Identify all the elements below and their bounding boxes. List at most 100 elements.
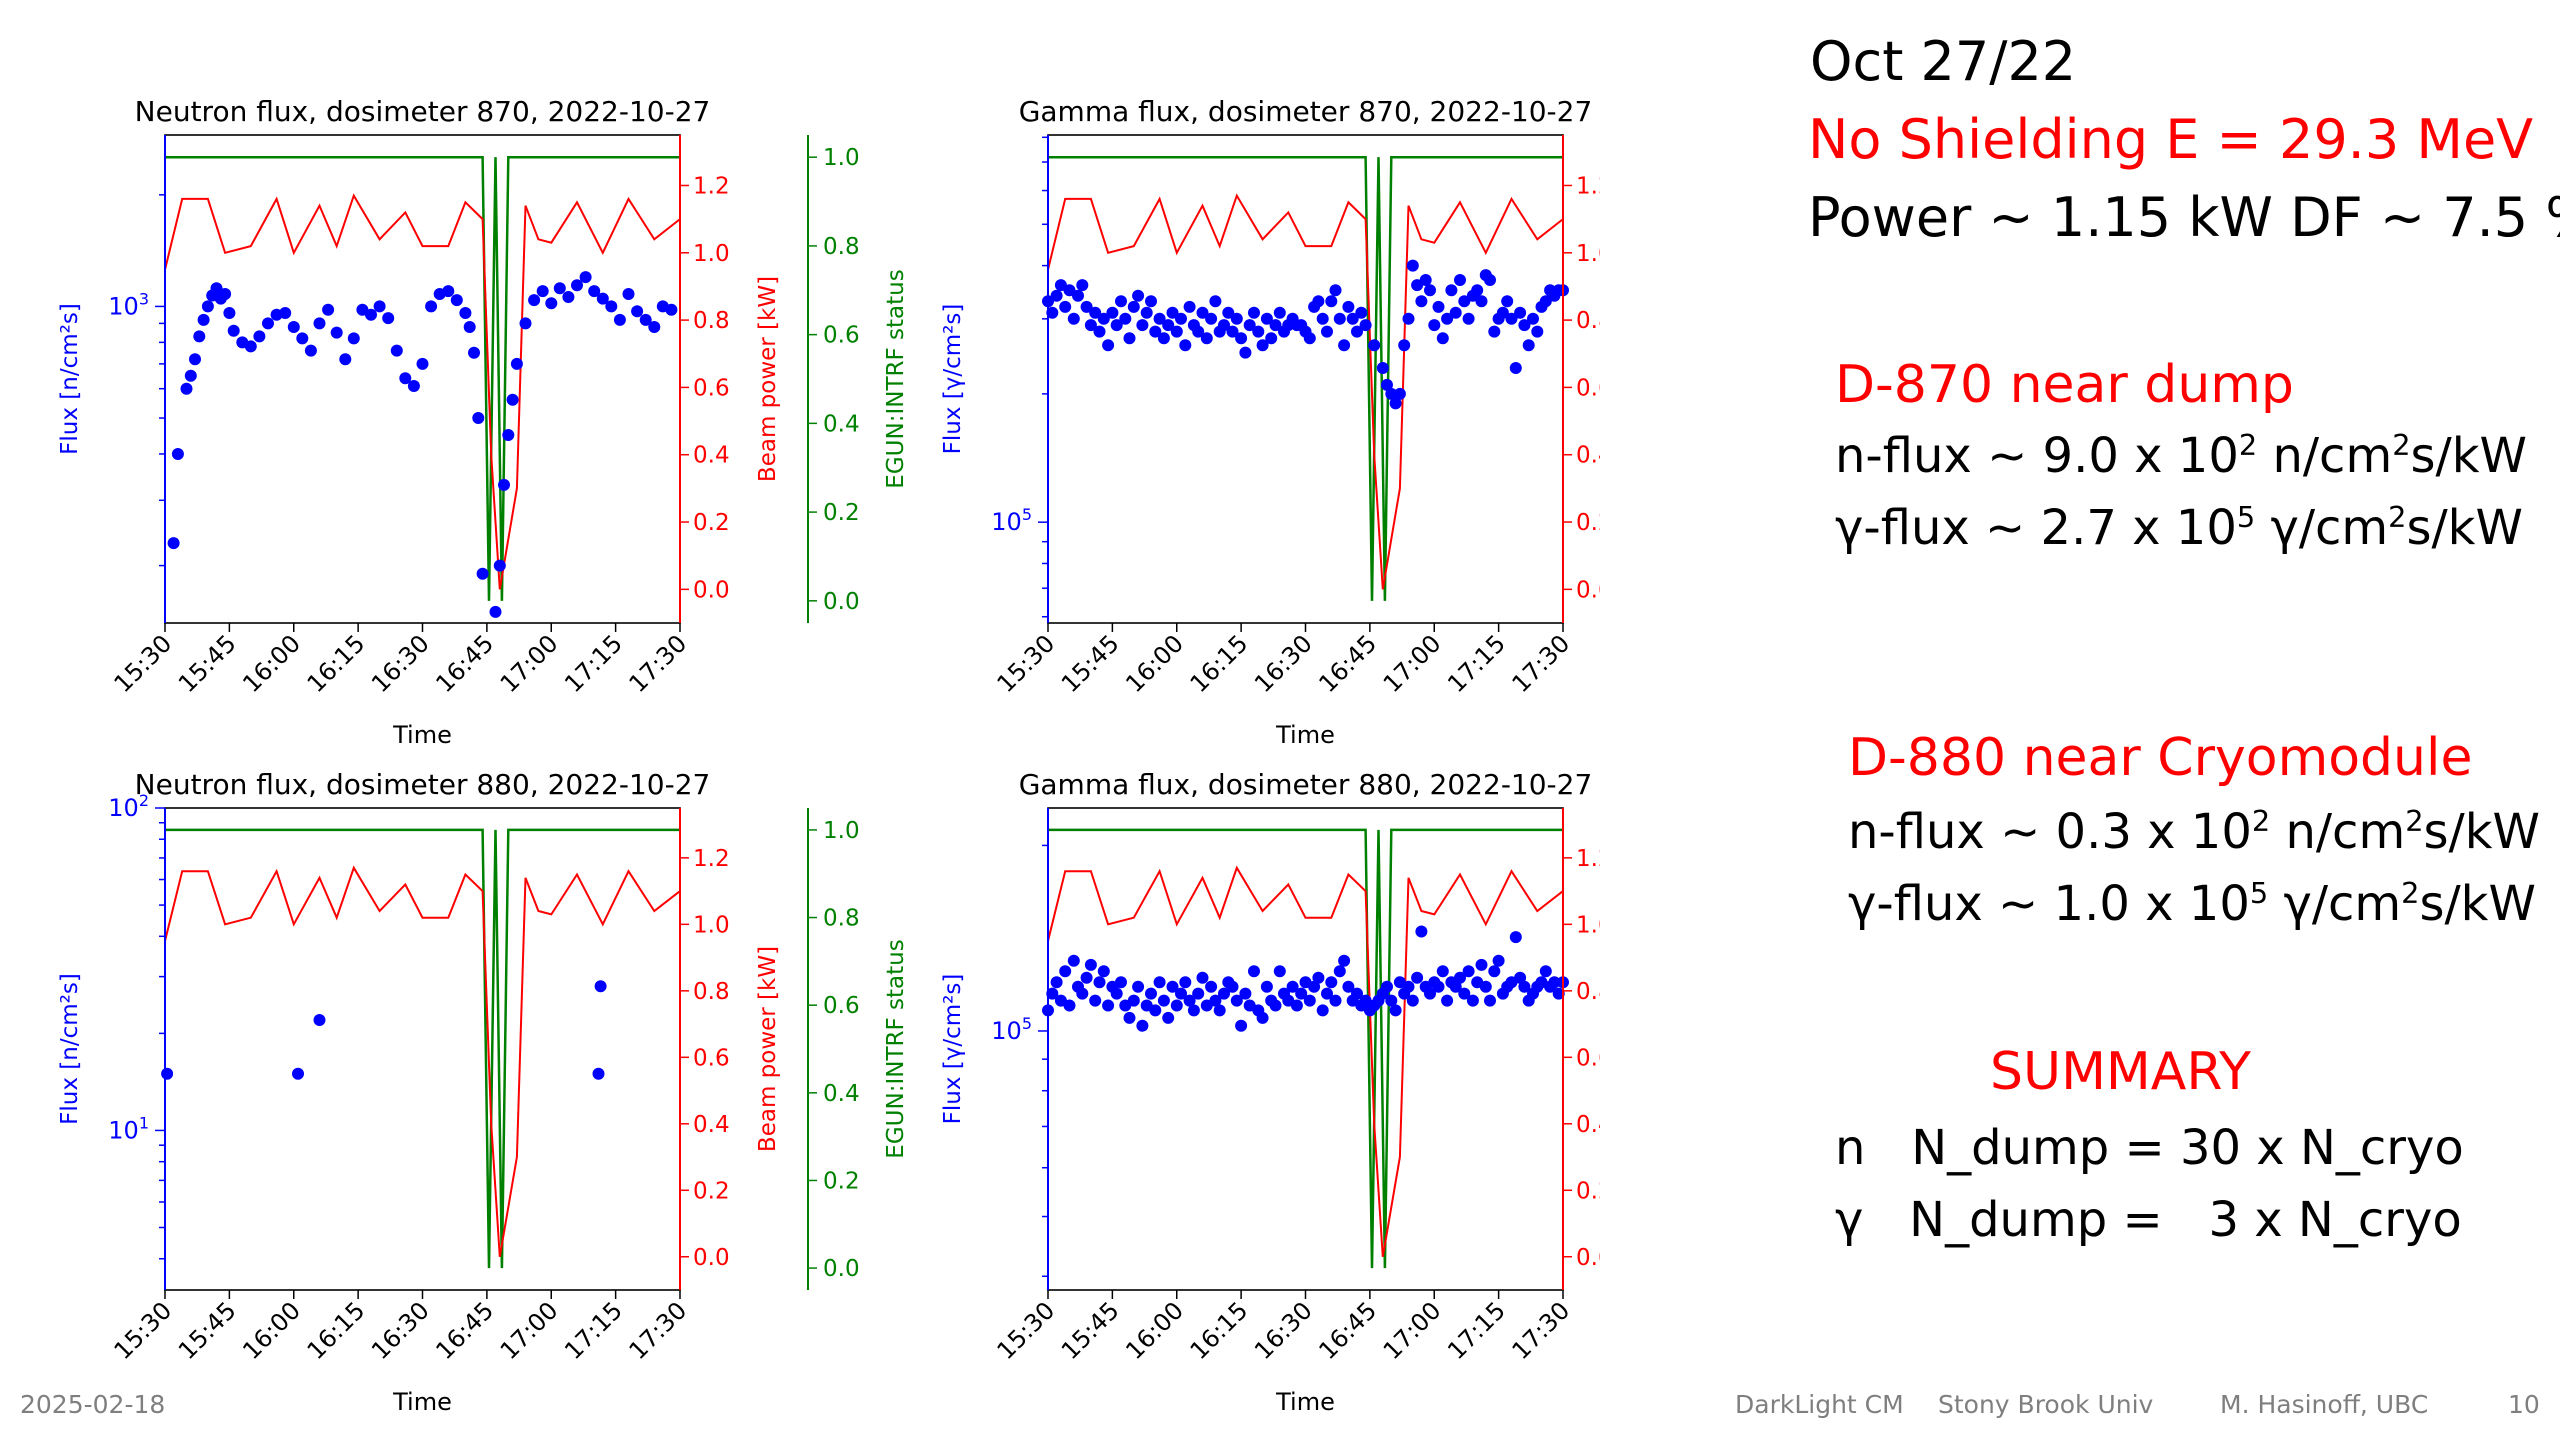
flux-point <box>1046 306 1059 319</box>
flux-point <box>1059 965 1072 978</box>
flux-point <box>1093 325 1106 338</box>
flux-point <box>622 288 635 300</box>
flux-point <box>1471 284 1484 297</box>
x-tick-label: 17:00 <box>1378 629 1447 698</box>
flux-point <box>1522 339 1535 352</box>
flux-point <box>1368 339 1381 352</box>
flux-point <box>287 321 300 333</box>
flux-point <box>1441 994 1454 1007</box>
flux-point <box>313 1014 326 1026</box>
x-tick-label: 17:00 <box>495 629 564 698</box>
flux-point <box>167 537 180 550</box>
flux-point <box>1316 312 1329 325</box>
date-title: Oct 27/22 <box>1810 30 2077 93</box>
flux-point <box>407 380 420 392</box>
flux-point <box>639 313 652 326</box>
flux-point <box>605 300 618 313</box>
flux-point <box>1166 980 1179 993</box>
flux-point <box>1381 980 1393 993</box>
chart-title: Neutron flux, dosimeter 880, 2022-10-27 <box>135 768 711 801</box>
flux-point <box>1338 339 1351 352</box>
power-tick-label: 0.2 <box>1576 510 1600 536</box>
egun-tick-label: 1.0 <box>823 145 860 171</box>
x-axis-label: Time <box>1275 1388 1335 1416</box>
egun-axis-label: EGUN:INTRF status <box>883 939 909 1158</box>
x-tick-label: 16:45 <box>1313 1296 1382 1365</box>
flux-point <box>468 346 480 359</box>
flux-point <box>1381 378 1393 391</box>
flux-point <box>1548 976 1561 989</box>
flux-point <box>1321 987 1333 1000</box>
flux-point <box>1424 987 1436 1000</box>
flux-point <box>390 344 403 357</box>
flux-point <box>1248 965 1260 978</box>
flux-point <box>1089 994 1102 1007</box>
flux-point <box>648 321 661 333</box>
flux-point <box>330 326 343 339</box>
summary-n: n N_dump = 30 x N_cryo <box>1835 1120 2464 1176</box>
flux-point <box>1449 980 1462 993</box>
power-tick-label: 1.0 <box>1576 912 1600 938</box>
flux-point <box>579 271 592 284</box>
flux-point <box>1170 325 1183 338</box>
flux-point <box>1269 319 1282 332</box>
flux-point <box>219 288 232 300</box>
flux-point <box>1509 362 1522 374</box>
flux-point <box>442 285 455 298</box>
flux-point <box>1145 295 1157 308</box>
flux-point <box>463 321 476 333</box>
flux-point <box>1312 971 1325 984</box>
summary-title: SUMMARY <box>1990 1042 2251 1102</box>
flux-point <box>1462 312 1475 325</box>
beam-power-line <box>1047 865 1564 1257</box>
flux-point <box>1303 994 1316 1007</box>
power-tick-label: 1.0 <box>693 912 730 938</box>
d870-title: D-870 near dump <box>1835 355 2294 415</box>
condition-line: No Shielding E = 29.3 MeV <box>1808 108 2534 171</box>
x-tick-label: 15:45 <box>173 629 242 698</box>
flux-point <box>1123 1011 1136 1024</box>
power-tick-label: 0.4 <box>1576 1112 1600 1138</box>
flux-point <box>1149 1004 1162 1017</box>
x-tick-label: 15:45 <box>173 1296 242 1365</box>
flux-point <box>1054 279 1067 292</box>
flux-point <box>1102 999 1115 1012</box>
flux-point <box>1389 397 1402 410</box>
flux-point <box>1072 289 1084 302</box>
flux-point <box>1175 987 1187 1000</box>
egun-tick-label: 0.8 <box>823 906 860 932</box>
egun-tick-label: 0.0 <box>823 1256 860 1282</box>
flux-point <box>1187 1004 1200 1017</box>
x-tick-label: 15:45 <box>1056 629 1125 698</box>
footer-venue: Stony Brook Univ <box>1938 1390 2154 1419</box>
x-tick-label: 16:45 <box>1313 629 1382 698</box>
flux-point <box>631 305 644 318</box>
flux-point <box>1269 999 1282 1012</box>
egun-tick-label: 0.6 <box>823 323 860 349</box>
flux-point <box>1205 980 1218 993</box>
flux-point <box>1333 965 1346 978</box>
flux-point <box>1183 994 1196 1007</box>
flux-point <box>1256 1011 1269 1024</box>
flux-point <box>223 307 236 319</box>
flux-point <box>1050 289 1063 302</box>
flux-point <box>1308 980 1321 993</box>
x-tick-label: 16:45 <box>430 629 499 698</box>
flux-point <box>1475 295 1488 308</box>
flux-point <box>1149 325 1162 338</box>
x-tick-label: 15:30 <box>109 1296 178 1365</box>
d880-n-flux: n-flux ~ 0.3 x 102 n/cm2s/kW <box>1848 804 2540 860</box>
flux-point <box>1136 319 1149 332</box>
power-tick-label: 0.6 <box>1576 375 1600 401</box>
flux-axis-label: Flux [n/cm²s] <box>57 973 83 1125</box>
d870-g-flux: γ-flux ~ 2.7 x 105 γ/cm2s/kW <box>1835 500 2523 556</box>
flux-point <box>1488 965 1501 978</box>
flux-point <box>1196 971 1209 984</box>
x-tick-label: 16:00 <box>1120 629 1189 698</box>
flux-point <box>1518 319 1531 332</box>
flux-point <box>1321 325 1333 338</box>
flux-point <box>1205 312 1218 325</box>
flux-point <box>1441 312 1454 325</box>
x-tick-label: 16:30 <box>366 1296 435 1365</box>
flux-point <box>1286 980 1299 993</box>
